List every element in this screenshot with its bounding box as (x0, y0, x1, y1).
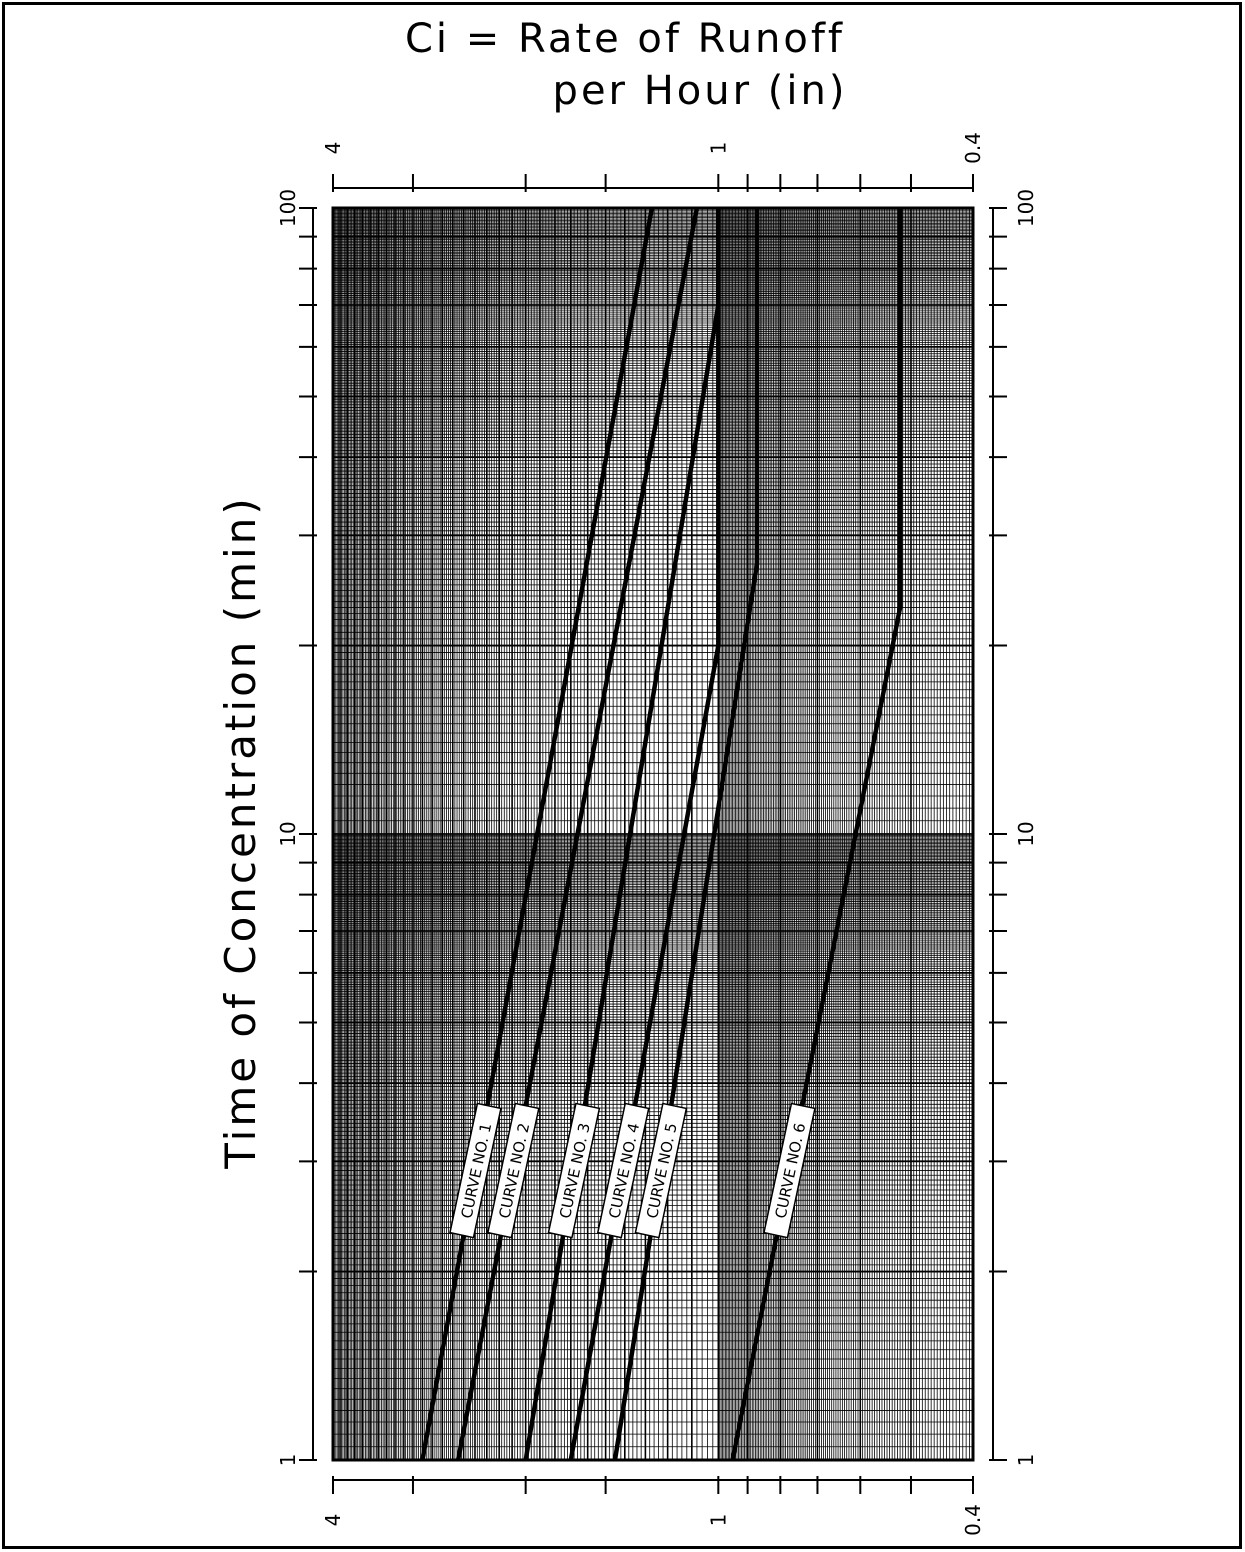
x-tick-label-bottom: 4 (321, 1514, 345, 1527)
x-tick-label-bottom: 1 (706, 1514, 730, 1527)
plot-border (331, 206, 975, 1462)
y-tick-label-right: 100 (1014, 189, 1038, 227)
curve-label-box (596, 1102, 650, 1239)
curve-label-box (449, 1102, 502, 1239)
chart-grid (333, 208, 973, 1460)
y-tick-label-left: 100 (276, 189, 300, 227)
y-tick-label-left: 10 (276, 821, 300, 846)
curve-1-line (420, 207, 655, 1461)
chart-title-line1: Ci = Rate of Runoff (405, 16, 845, 62)
chart-axes: 4 4 1 1 0.4 0.4 1 1 10 10 100 100 (276, 132, 1038, 1536)
y-tick-label-left: 1 (276, 1454, 300, 1467)
curve-label-box (486, 1102, 540, 1239)
x-tick-label-top: 4 (321, 142, 345, 155)
y-tick-label-right: 10 (1014, 821, 1038, 846)
chart-title-line2: per Hour (in) (553, 68, 848, 114)
curve-label-box (634, 1102, 688, 1239)
curve-label-box (763, 1102, 816, 1239)
curve-2-line (455, 207, 700, 1461)
x-tick-label-top: 1 (706, 142, 730, 155)
curve-label-box (547, 1102, 601, 1239)
y-axis-label: Time of Concentration (min) (216, 495, 265, 1169)
y-tick-label-right: 1 (1014, 1454, 1038, 1467)
x-tick-label-bottom: 0.4 (961, 1504, 985, 1536)
x-tick-label-top: 0.4 (961, 132, 985, 164)
